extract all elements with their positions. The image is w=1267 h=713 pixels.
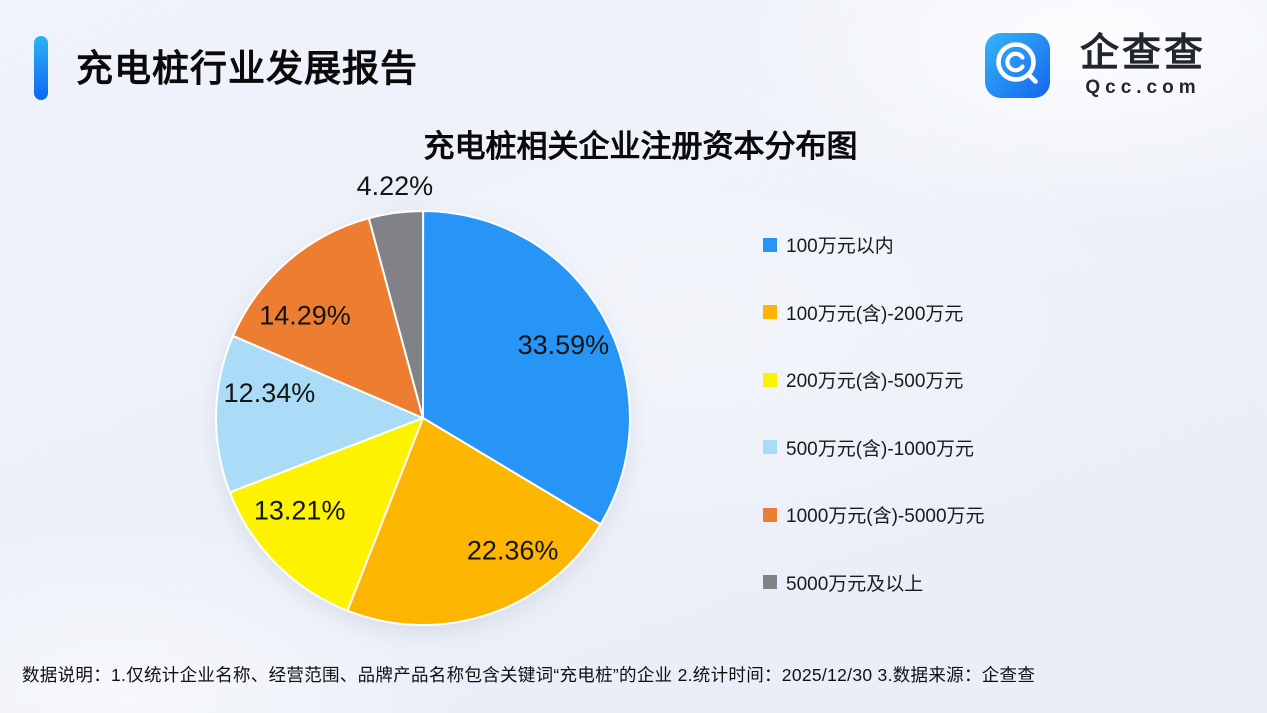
pie-slice-5 <box>367 209 425 419</box>
legend-label: 500万元(含)-1000万元 <box>786 438 974 460</box>
legend-item-5: 5000万元及以上 <box>763 572 985 595</box>
legend-swatch-icon <box>763 305 777 319</box>
legend-swatch-icon <box>763 372 777 387</box>
pie-label-4: 14.29% <box>259 300 351 330</box>
pie-slice-3 <box>215 334 424 494</box>
legend-swatch-icon <box>763 575 777 589</box>
legend-item-4: 1000万元(含)-5000万元 <box>763 504 985 527</box>
legend-item-3: 500万元(含)-1000万元 <box>763 437 985 460</box>
qcc-logo-name: 企查查 <box>1079 31 1206 75</box>
legend-item-2: 200万元(含)-500万元 <box>763 369 985 392</box>
legend-item-0: 100万元以内 <box>763 234 985 257</box>
legend-label: 100万元以内 <box>786 236 894 257</box>
pie-slice-0 <box>422 210 631 526</box>
pie-legend: 100万元以内 100万元(含)-200万元 200万元(含)-500万元 500万元… <box>763 234 985 595</box>
pie-label-3: 12.34% <box>224 378 316 408</box>
qcc-logo: 企查查 Qcc.com <box>984 32 1223 99</box>
legend-label: 100万元(含)-200万元 <box>786 303 964 325</box>
legend-item-1: 100万元(含)-200万元 <box>763 302 985 325</box>
legend-swatch-icon <box>763 507 777 522</box>
chart-title: 充电桩相关企业注册资本分布图 <box>423 129 858 164</box>
legend-label: 5000万元及以上 <box>786 573 924 595</box>
pie-slice-4 <box>232 217 424 419</box>
qcc-magnifier-c-icon <box>985 33 1050 98</box>
pie-slice-2 <box>228 417 424 612</box>
legend-swatch-icon <box>763 237 777 252</box>
title-accent-bar <box>34 36 48 100</box>
pie-label-0: 33.59% <box>518 330 610 360</box>
footer-note: 数据说明：1.仅统计企业名称、经营范围、品牌产品名称包含关键词“充电桩”的企业 … <box>22 665 1036 685</box>
pie-chart: 33.59% 22.36% 13.21% 12.34% 14.29% 4.22% <box>215 171 631 626</box>
pie-label-1: 22.36% <box>467 535 559 565</box>
qcc-logo-domain: Qcc.com <box>1085 76 1201 98</box>
legend-label: 200万元(含)-500万元 <box>786 371 964 392</box>
qcc-logo-text: 企查查 Qcc.com <box>1063 31 1223 99</box>
legend-label: 1000万元(含)-5000万元 <box>786 506 985 527</box>
pie-label-2: 13.21% <box>254 495 346 525</box>
pie-label-5: 4.22% <box>357 171 434 201</box>
legend-swatch-icon <box>763 440 777 454</box>
page-title: 充电桩行业发展报告 <box>76 48 418 89</box>
pie-slice-1 <box>346 417 602 626</box>
